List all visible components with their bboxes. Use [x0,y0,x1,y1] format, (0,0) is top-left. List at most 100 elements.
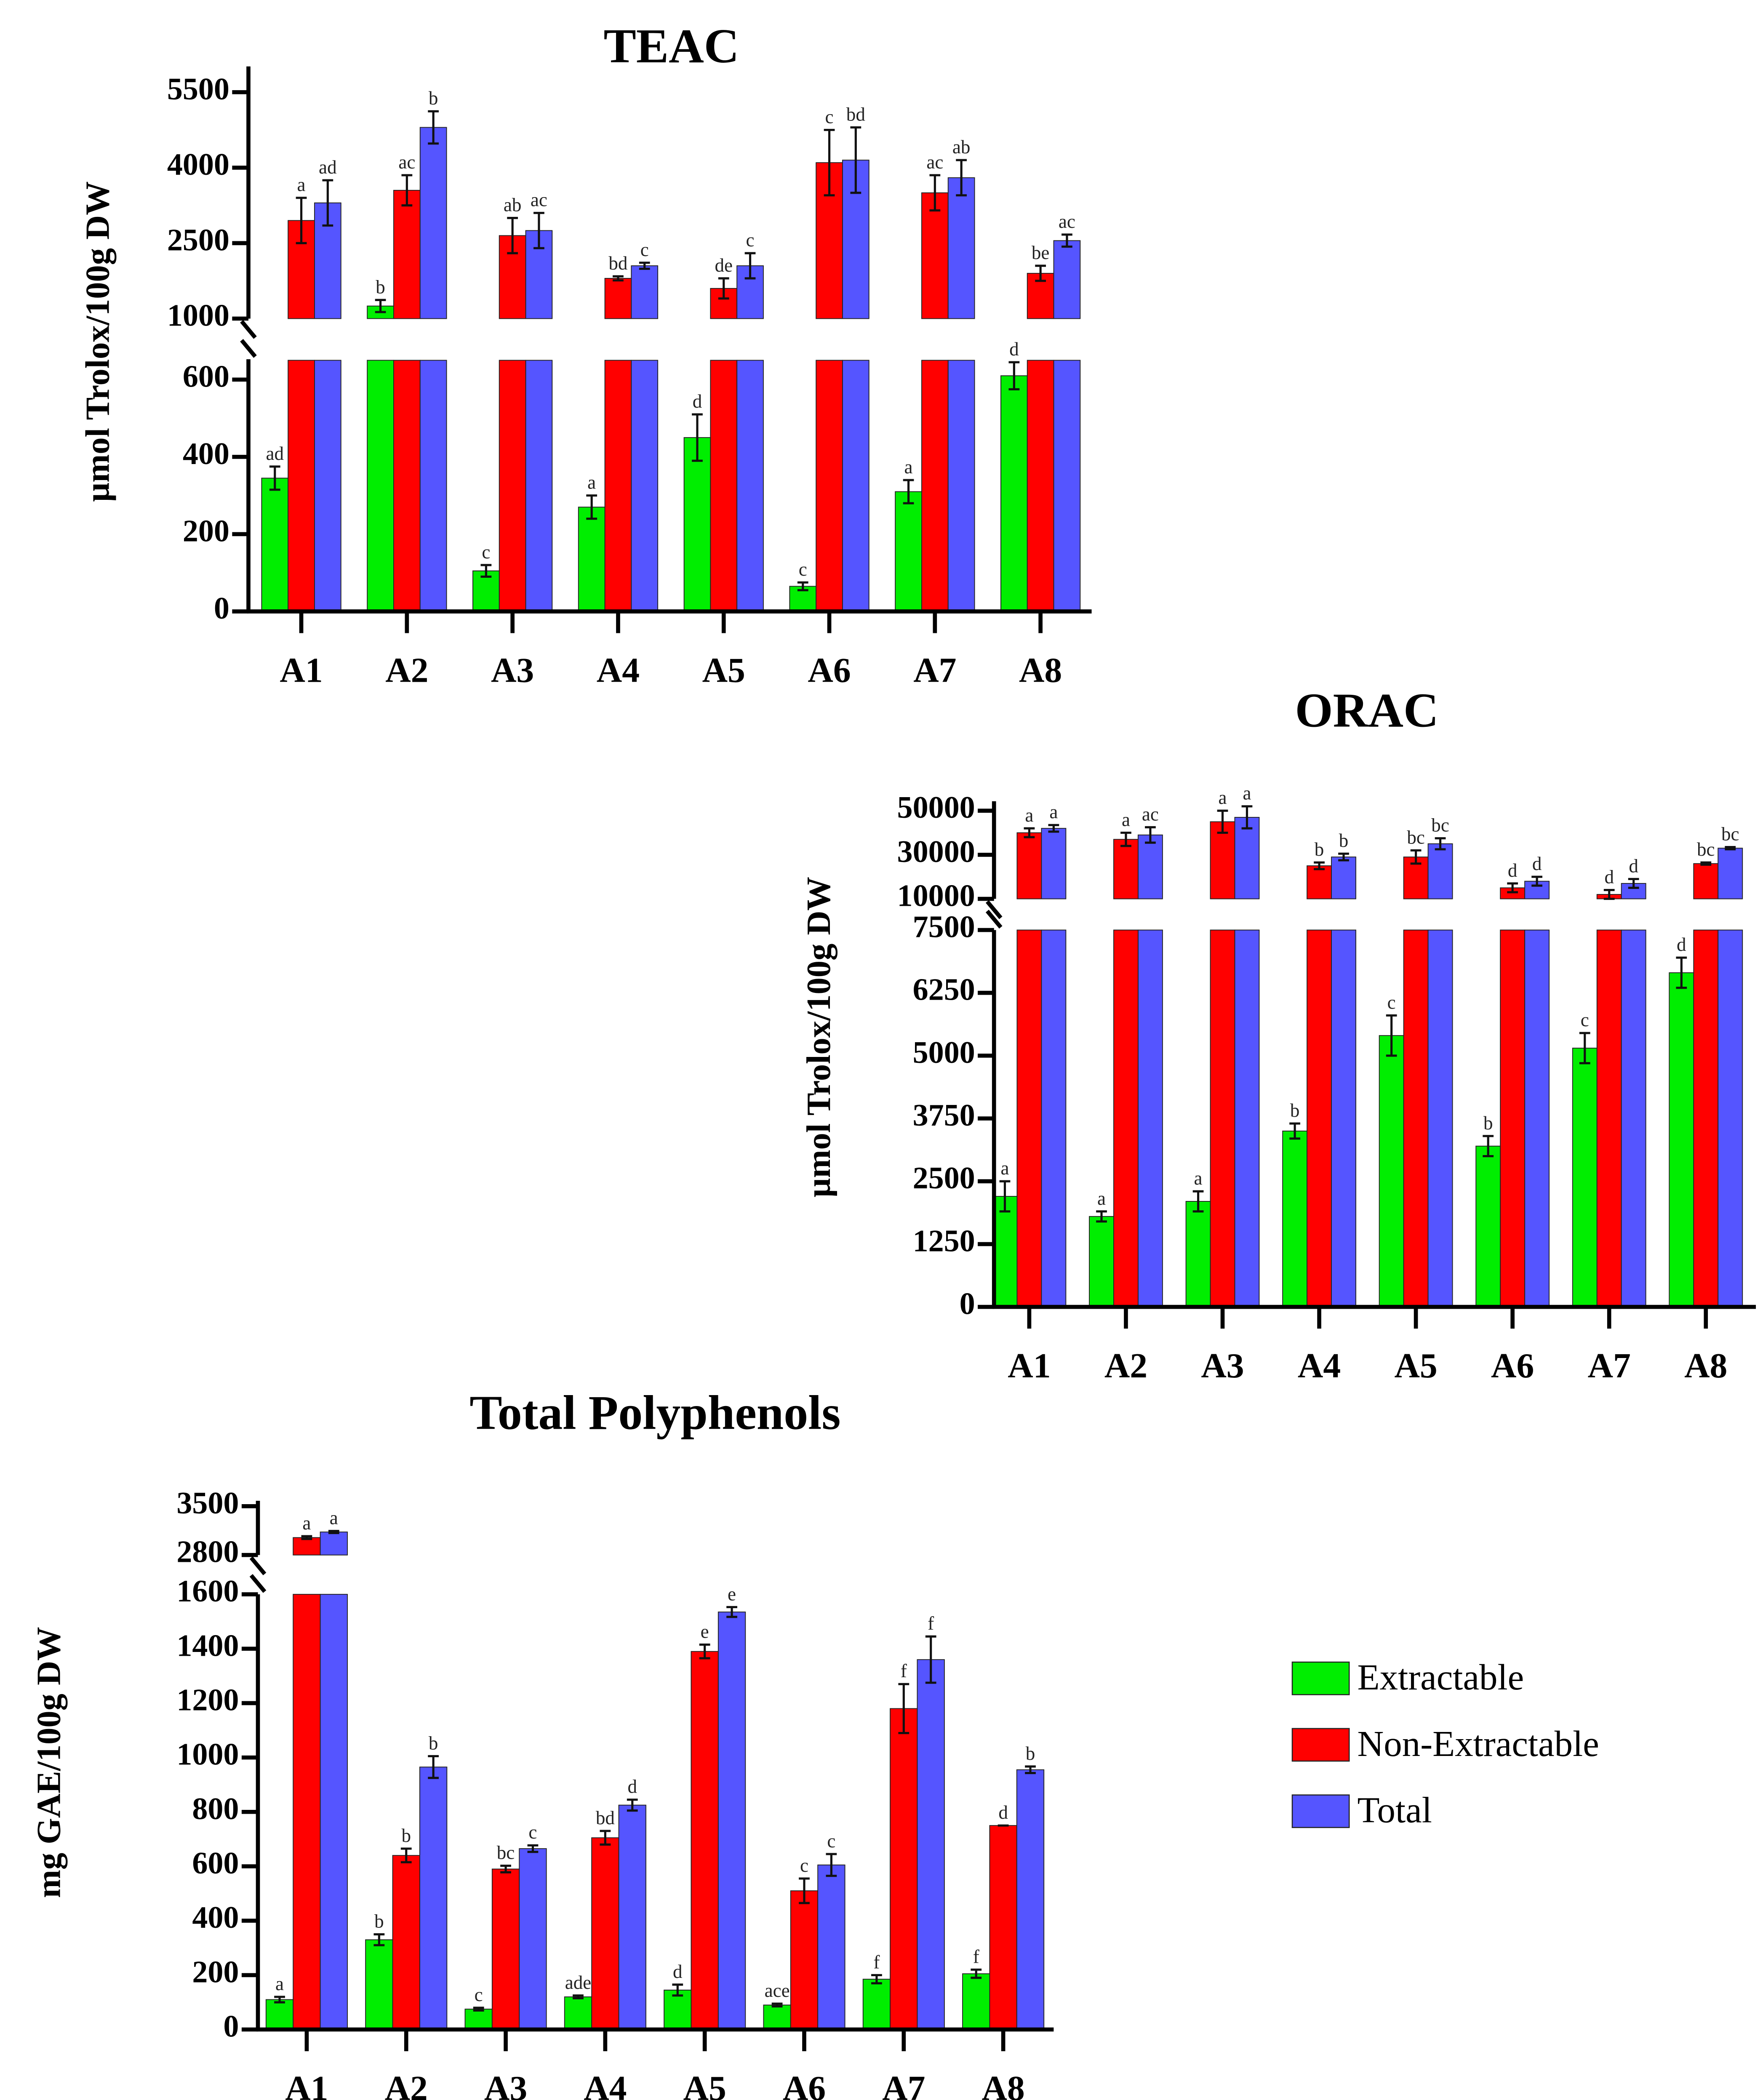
bar-total [314,360,341,612]
bar-non-extractable [1596,929,1622,1307]
x-tick-label: A1 [280,651,323,690]
x-tick-label: A1 [1008,1346,1051,1385]
significance-letter: a [1000,1158,1009,1179]
bar-upper-total [1137,834,1163,899]
x-tick-label: A3 [1201,1346,1244,1385]
significance-letter: bd [846,104,865,125]
x-tick-label: A6 [808,651,851,690]
bar-extractable [683,437,711,612]
bar-extractable [895,491,922,612]
significance-letter: ad [266,443,284,464]
axis-break-mark [985,900,1003,919]
significance-letter: b [429,88,438,109]
x-tick-label: A8 [1019,651,1062,690]
significance-letter: bc [497,1842,515,1863]
bar-non-extractable [288,360,315,612]
y-tick-label: 600 [183,359,229,394]
significance-letter: c [528,1822,537,1843]
bar-total [1427,929,1453,1307]
significance-letter: a [297,174,306,195]
bar-non-extractable [1027,360,1054,612]
significance-letter: c [1387,992,1396,1013]
bar-extractable [1475,1145,1501,1307]
significance-letter: f [928,1613,934,1634]
significance-letter: bc [1431,815,1449,836]
significance-letter: c [640,239,649,260]
bar-non-extractable [691,1651,719,2030]
significance-letter: bc [1407,827,1425,848]
significance-letter: a [275,1973,284,1994]
significance-letter: ab [952,136,971,157]
y-axis-label: mg GAE/100g DW [30,1627,67,1898]
significance-letter: c [482,542,490,563]
y-tick-label: 2800 [176,1535,239,1569]
significance-letter: ade [565,1972,592,1993]
bar-non-extractable [1113,929,1139,1307]
bar-non-extractable [1210,929,1235,1307]
significance-letter: bd [596,1807,615,1828]
y-tick-label: 7500 [913,910,975,945]
x-tick-label: A7 [1588,1346,1631,1385]
y-tick-label: 1400 [176,1628,239,1663]
y-tick-label: 0 [223,2009,239,2044]
bar-extractable [464,2009,493,2030]
x-tick-label: A6 [1491,1346,1534,1385]
bar-total [419,1766,448,2030]
significance-letter: b [1026,1743,1035,1764]
bar-upper-total [1234,817,1260,899]
significance-letter: f [901,1660,907,1681]
bar-extractable [578,507,605,612]
bar-non-extractable [790,1890,819,2030]
significance-letter: a [587,472,596,493]
significance-letter: b [1315,839,1324,860]
significance-letter: a [1219,787,1227,808]
bar-upper-non-extractable [604,278,632,319]
bar-upper-non-extractable [393,189,421,319]
significance-letter: c [825,106,834,127]
bar-upper-total [1041,828,1067,899]
bar-upper-total [1718,848,1743,899]
chart-title: ORAC [1295,684,1438,738]
significance-letter: c [1581,1009,1589,1030]
bar-extractable [261,478,289,612]
x-tick-label: A8 [1684,1346,1727,1385]
x-tick-label: A6 [783,2069,826,2100]
legend: Extractable Non-Extractable Total [1291,1657,1599,1830]
significance-letter: be [1032,242,1050,263]
bar-total [631,360,659,612]
bar-upper-total [1331,857,1356,899]
bar-upper-non-extractable [293,1537,321,1556]
x-tick-label: A2 [1104,1346,1147,1385]
significance-letter: a [302,1513,311,1534]
bar-extractable [1572,1048,1598,1307]
significance-letter: d [1604,867,1614,888]
bar-extractable [1185,1201,1211,1307]
bar-non-extractable [491,1868,520,2030]
bar-extractable [365,1939,393,2030]
significance-letter: bc [1697,839,1715,860]
bar-total [618,1804,646,2030]
bar-extractable [862,1979,891,2030]
y-tick-label: 4000 [167,147,229,182]
bar-non-extractable [1307,929,1332,1307]
y-tick-label: 3500 [176,1486,239,1521]
bar-upper-non-extractable [921,192,949,319]
bar-total [1621,929,1646,1307]
bar-extractable [564,1996,592,2030]
y-tick-label: 6250 [913,973,975,1007]
significance-letter: ac [398,152,415,173]
bar-total [419,360,447,612]
y-tick-label: 2500 [167,223,229,257]
significance-letter: ac [1142,803,1159,825]
y-tick-label: 1250 [913,1224,975,1258]
significance-letter: b [429,1732,438,1753]
significance-letter: b [1290,1100,1300,1121]
bar-non-extractable [499,360,526,612]
bar-non-extractable [591,1837,619,2030]
significance-letter: d [998,1802,1008,1823]
significance-letter: ad [319,157,337,178]
bar-upper-total [1053,240,1081,319]
axis-break-mark [249,1556,267,1575]
legend-swatch-extractable [1291,1661,1350,1695]
